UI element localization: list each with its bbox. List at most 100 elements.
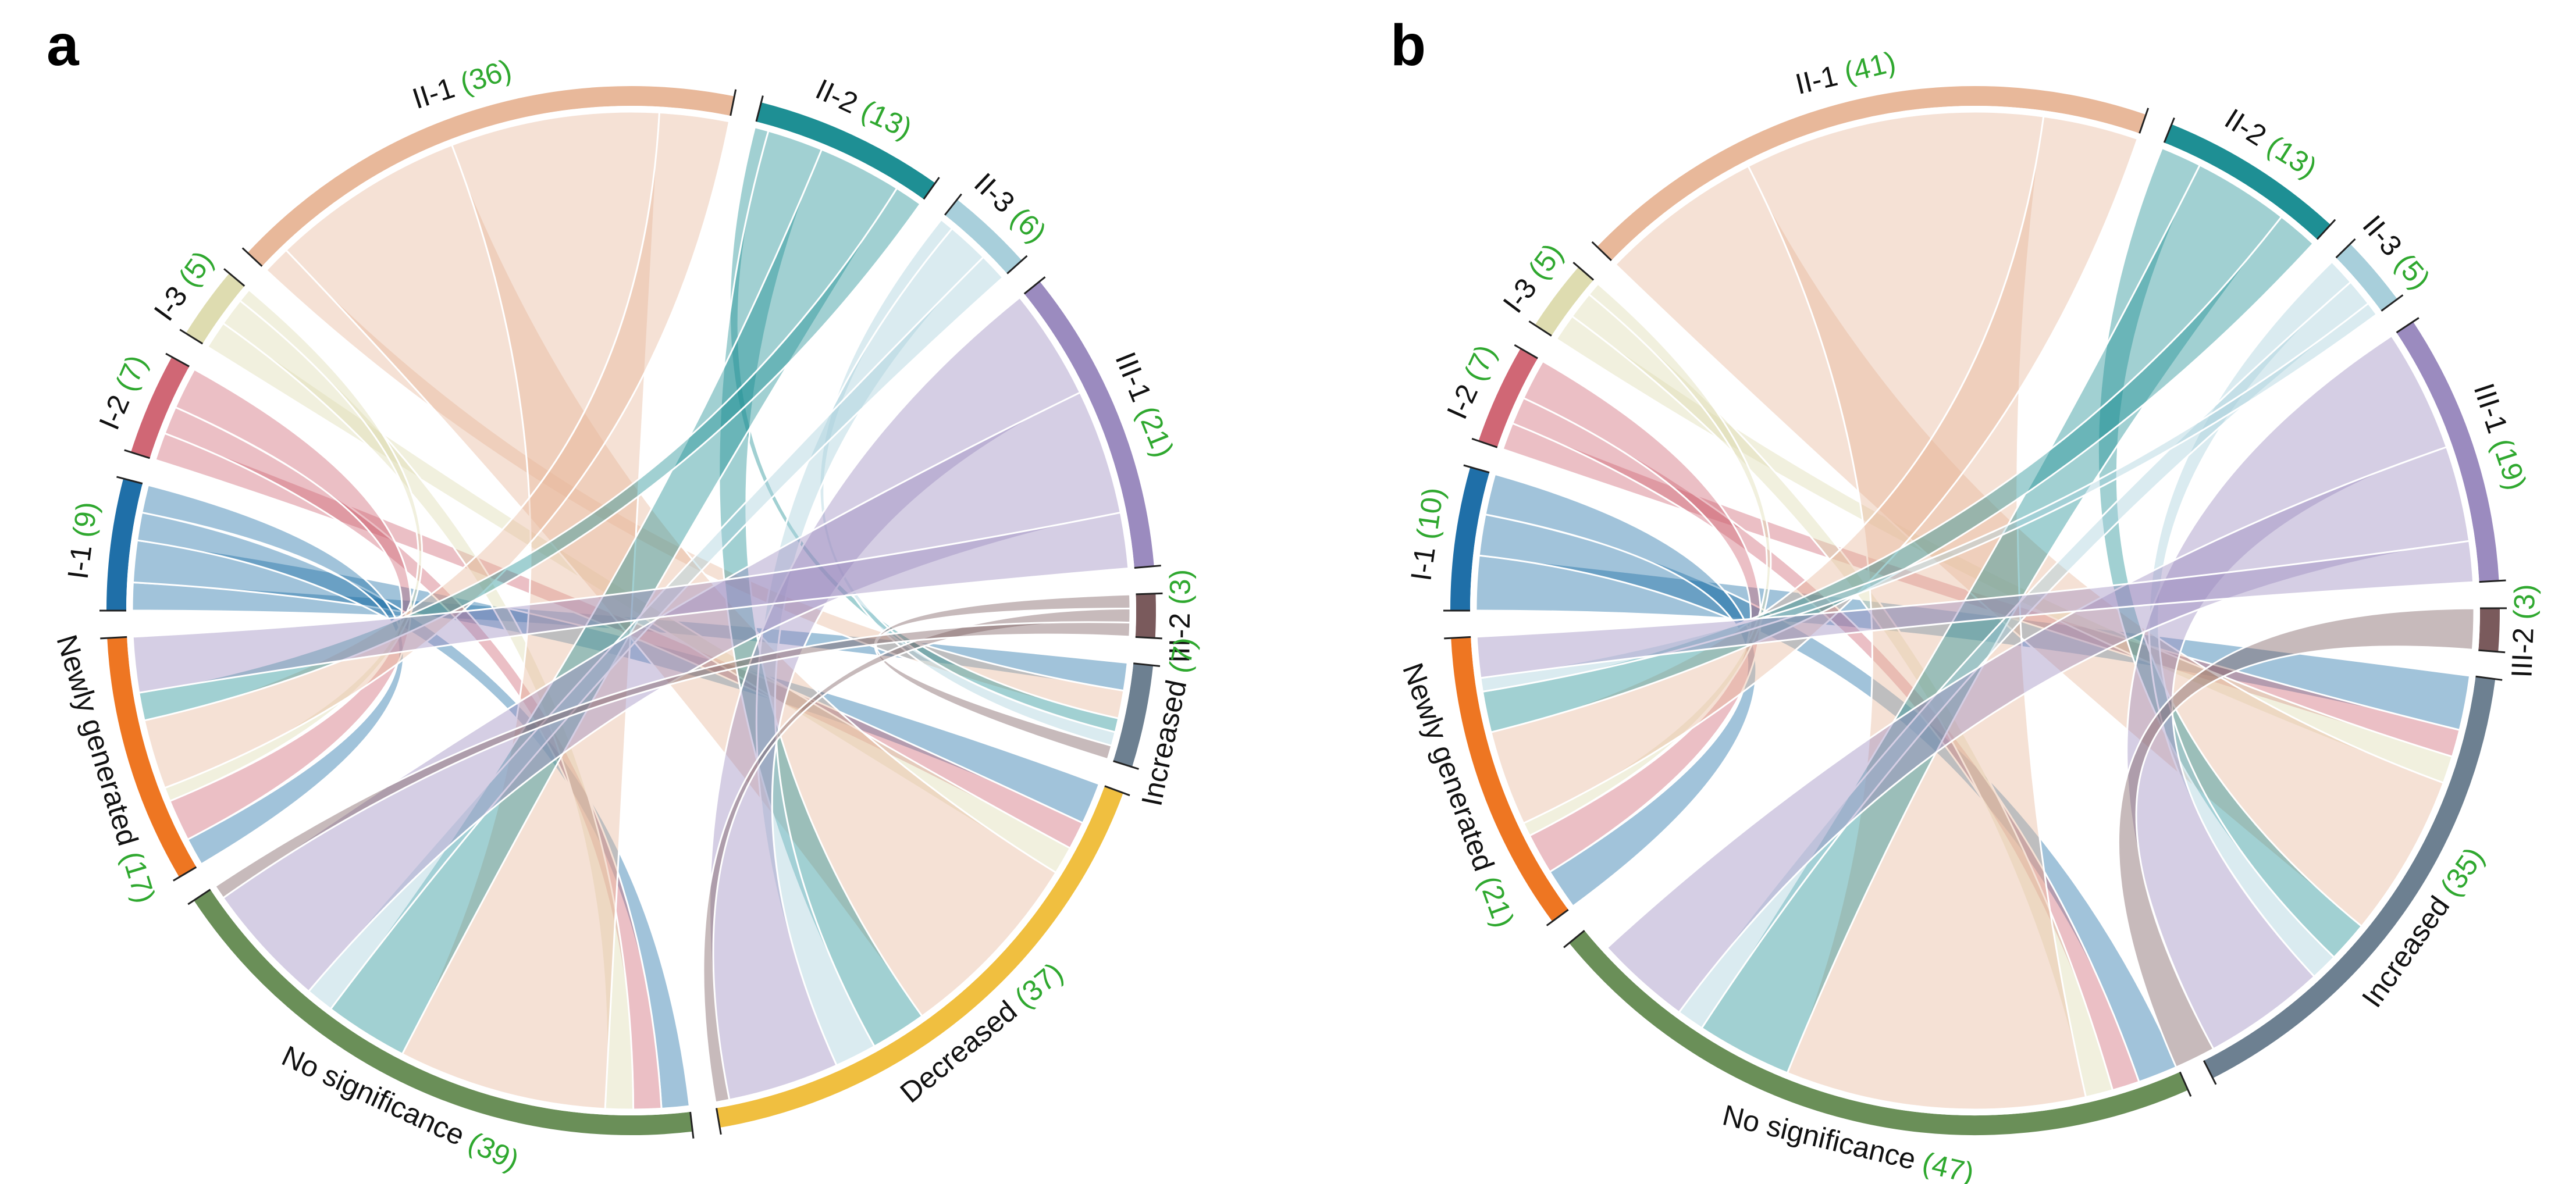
segment-tick (1463, 464, 1490, 474)
segment-arc-increased (1113, 663, 1154, 767)
segment-tick (241, 247, 263, 267)
segment-tick (2139, 108, 2150, 134)
segment-arc-iii-2 (1135, 593, 1156, 639)
ribbon-layer (131, 110, 1132, 1111)
segment-tick (1104, 785, 1130, 797)
segment-label-count: (3) (2507, 583, 2541, 620)
segment-tick (1006, 255, 1028, 274)
segment-arc-newly-generated (107, 637, 197, 878)
segment-tick (1134, 565, 1161, 569)
segment-arc-ii-2 (756, 102, 935, 199)
segment-tick (944, 193, 962, 216)
segment-tick (2396, 317, 2420, 334)
ribbon-ii-1-to-no-significance (401, 110, 661, 1110)
segment-tick (689, 1111, 695, 1139)
segment-tick (173, 866, 197, 882)
segment-inner-line-iii-1 (1022, 295, 1134, 566)
ribbon-i-2-to-increased (1502, 422, 2461, 758)
segment-label-count: (9) (67, 500, 104, 540)
segment-label-name: II-1 (1792, 58, 1849, 101)
segment-arc-increased (2204, 676, 2496, 1079)
segment-label-name: I-1 (62, 535, 99, 581)
ribbon-iii-1-to-increased (2126, 334, 2448, 1050)
segment-inner-line-increased (2204, 678, 2475, 1060)
segment-arc-newly-generated (1451, 637, 1568, 922)
segment-label-count: (19) (2486, 434, 2533, 494)
segment-arc-iii-1 (1024, 281, 1154, 568)
ribbon-i-2-to-newly-generated (169, 368, 412, 841)
segment-tick (2475, 675, 2503, 681)
segment-tick (100, 636, 127, 640)
segment-inner-line-i-2 (1498, 361, 1540, 447)
segment-tick (2478, 649, 2506, 654)
segment-tick (179, 329, 204, 345)
ribbon-ii-2-to-increased (728, 126, 1120, 733)
ribbon-iii-1-to-no-significance (1606, 445, 2471, 1014)
segment-label-name: II-1 (408, 69, 466, 116)
segment-tick (2335, 238, 2356, 259)
ribbon-ii-2-to-decreased (718, 130, 924, 1048)
segment-tick (1444, 636, 1471, 640)
segment-tick (1135, 636, 1162, 640)
segment-tick (1471, 437, 1498, 448)
segment-tick (755, 95, 764, 122)
segment-arc-iii-2 (2478, 608, 2500, 652)
segment-label-count: (10) (1410, 486, 1450, 541)
segment-tick (1563, 930, 1585, 948)
segment-inner-line-newly-generated (127, 639, 200, 865)
ribbon-ii-3-to-increased (2148, 261, 2352, 978)
segment-inner-line-i-2 (150, 369, 193, 457)
ribbon-layer (1475, 110, 2475, 1111)
segment-label-count: (41) (1841, 45, 1899, 89)
segment-arc-ii-1 (247, 86, 735, 266)
segment-tick (2163, 117, 2175, 143)
segment-tick (2316, 219, 2336, 240)
segment-arc-i-3 (186, 273, 245, 344)
segment-arc-ii-3 (2336, 244, 2397, 311)
segment-arc-i-2 (131, 356, 190, 458)
segment-label-name: III-1 (2467, 379, 2517, 445)
segment-inner-line-iii-1 (2394, 334, 2479, 580)
segment-tick (124, 449, 150, 459)
segment-arc-i-3 (1535, 267, 1594, 336)
ribbon-i-2-to-decreased (154, 432, 1084, 850)
panel-letter-a: a (47, 13, 80, 78)
segment-inner-line-newly-generated (1471, 639, 1571, 908)
segment-inner-line-no-significance (1586, 929, 2178, 1115)
segment-label-count: (3) (1164, 569, 1197, 605)
segment-tick (223, 268, 245, 287)
segment-label-i-1: I-1 (9) (62, 500, 104, 581)
segment-inner-line-ii-1 (1613, 106, 2137, 262)
segment-iii-1: III-1 (21) (1022, 276, 1180, 569)
ribbon-i-1-to-increased (131, 581, 1129, 692)
ribbon-i-1-to-newly-generated (140, 484, 405, 866)
segment-inner-line-iii-2 (1131, 597, 1136, 634)
segment-label-count: (47) (1919, 1146, 1977, 1184)
segment-inner-line-i-3 (1553, 281, 1596, 336)
segment-tick (716, 1108, 722, 1135)
ribbon-iii-2-to-increased (2117, 607, 2475, 1069)
segment-tick (2179, 1071, 2192, 1097)
panel-letter-b: b (1390, 13, 1426, 78)
ribbon-i-3-to-newly-generated (1522, 282, 1772, 837)
segment-inner-line-ii-3 (2335, 259, 2380, 312)
ribbon-iii-1-to-newly-generated (131, 511, 1130, 694)
segment-inner-line-iii-2 (2474, 611, 2480, 648)
segment-tick (2203, 1060, 2217, 1085)
segment-tick (1572, 262, 1595, 281)
segment-arc-iii-1 (2396, 322, 2499, 582)
ribbon-i-1-to-newly-generated (1484, 473, 1757, 908)
segment-inner-line-i-1 (126, 486, 147, 608)
segment-label-name: III-1 (1109, 348, 1161, 414)
ribbon-ii-3-to-increased (819, 218, 1116, 747)
ribbon-ii-1-to-newly-generated (143, 111, 731, 789)
segment-arc-ii-3 (945, 199, 1022, 274)
segment-label-count: (7) (1163, 634, 1202, 676)
segment-arc-i-1 (1450, 467, 1490, 611)
ribbon-ii-1-to-newly-generated (1490, 115, 2139, 825)
segment-label-ii-1: II-1 (41) (1792, 45, 1899, 101)
segment-inner-line-decreased (718, 787, 1104, 1108)
segment-tick (1023, 276, 1046, 295)
segment-tick (1514, 344, 1538, 359)
